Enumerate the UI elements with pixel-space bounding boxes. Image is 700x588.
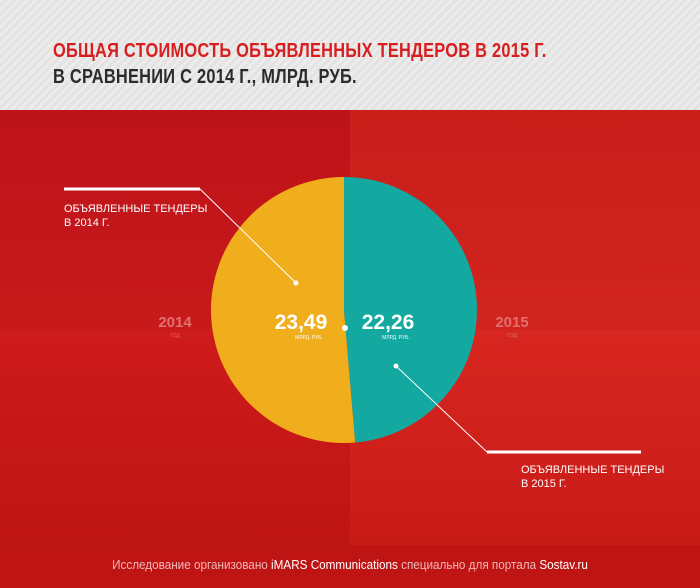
leader-line-2015 <box>395 365 488 453</box>
header-band: ОБЩАЯ СТОИМОСТЬ ОБЪЯВЛЕННЫХ ТЕНДЕРОВ В 2… <box>0 0 700 110</box>
footer-org: iMARS Communications <box>271 557 398 572</box>
year-label-2014: 2014 <box>158 314 192 331</box>
pie-slice-2015 <box>344 177 477 443</box>
value-label-2014: 23,49 <box>275 311 328 334</box>
pie-chart: 2014 ГОД 2015 ГОД 23,49 МЛРД. РУБ. 22,26… <box>0 110 700 545</box>
leader-dot-2014 <box>293 280 299 286</box>
year-sublabel-2015: ГОД <box>507 333 517 339</box>
annotation-2014-line2: В 2014 Г. <box>64 217 110 229</box>
annotation-2014-line1: ОБЪЯВЛЕННЫЕ ТЕНДЕРЫ <box>64 203 207 215</box>
footer-credit: Исследование организовано iMARS Communic… <box>35 557 665 572</box>
year-sublabel-2014: ГОД <box>170 333 180 339</box>
pie-slices <box>210 177 477 443</box>
annotation-2015-line1: ОБЪЯВЛЕННЫЕ ТЕНДЕРЫ <box>521 464 664 476</box>
footer-middle: специально для портала <box>401 557 537 572</box>
unit-label-2014: МЛРД. РУБ. <box>295 335 323 341</box>
chart-stage: 2014 ГОД 2015 ГОД 23,49 МЛРД. РУБ. 22,26… <box>0 110 700 545</box>
chart-title: ОБЩАЯ СТОИМОСТЬ ОБЪЯВЛЕННЫХ ТЕНДЕРОВ В 2… <box>53 40 547 62</box>
footer-site[interactable]: Sostav.ru <box>539 557 588 572</box>
leader-line-2014 <box>199 188 297 284</box>
footer-band: Исследование организовано iMARS Communic… <box>0 545 700 588</box>
value-label-2015: 22,26 <box>362 311 415 334</box>
annotation-2015-line2: В 2015 Г. <box>521 478 567 490</box>
pie-slice-2014 <box>210 177 356 443</box>
year-label-2015: 2015 <box>495 314 528 331</box>
footer-prefix: Исследование организовано <box>112 557 268 572</box>
unit-label-2015: МЛРД. РУБ. <box>382 335 410 341</box>
chart-subtitle: В СРАВНЕНИИ С 2014 Г., МЛРД. РУБ. <box>53 66 357 88</box>
center-dot <box>342 325 348 331</box>
